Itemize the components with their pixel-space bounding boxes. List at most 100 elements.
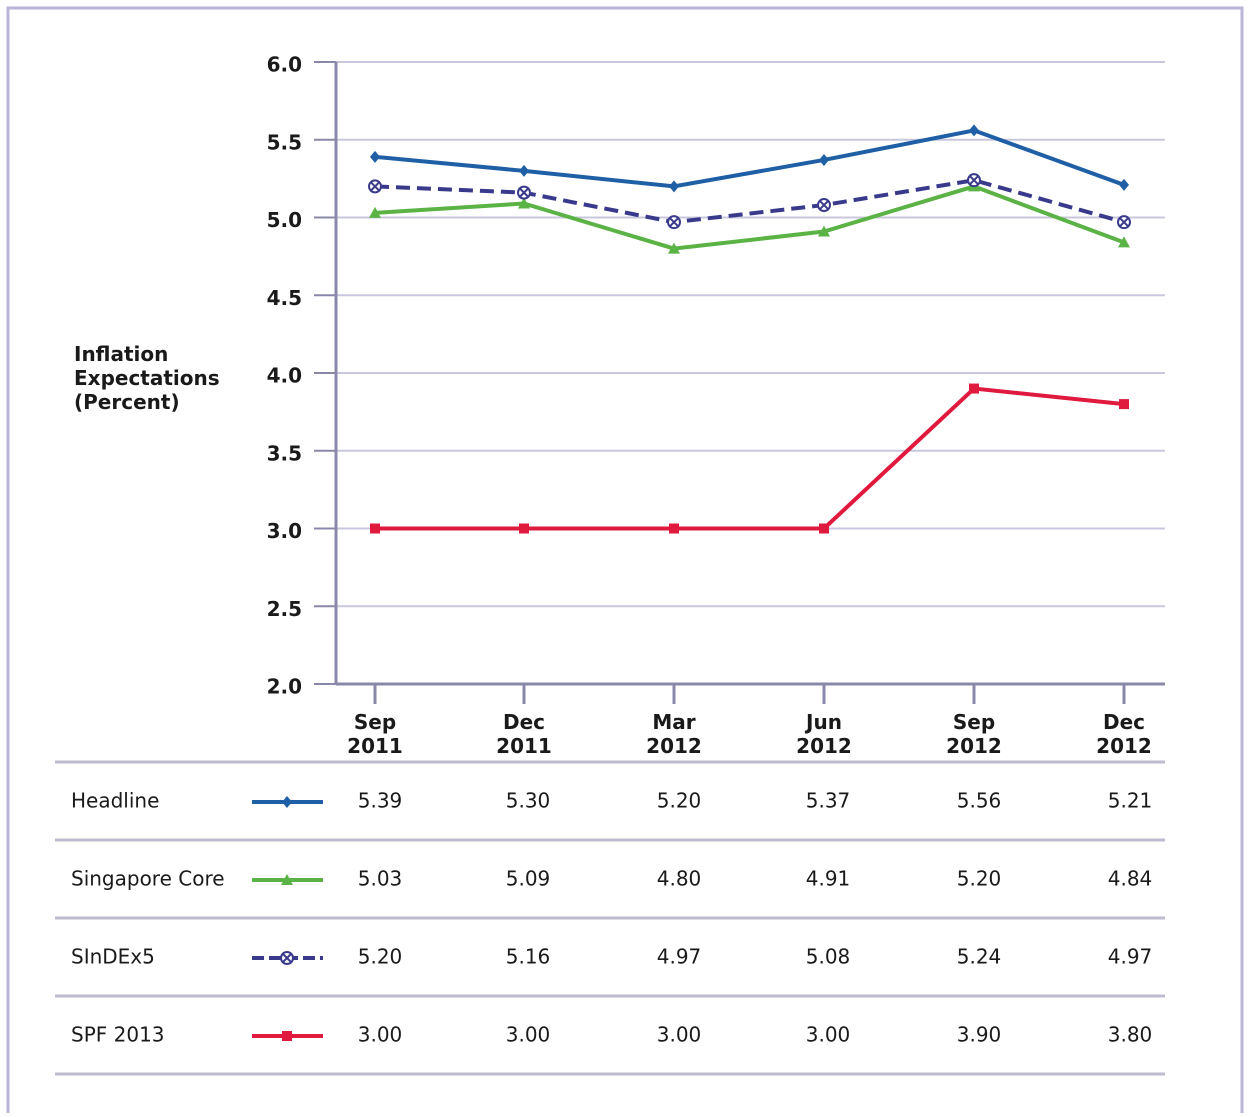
marker-shape: [519, 523, 529, 534]
series-line: [375, 386, 1125, 531]
marker-shape: [669, 180, 679, 193]
y-axis-label: Inflation Expectations (Percent): [74, 342, 220, 414]
table-value: 3.80: [1108, 1023, 1153, 1047]
series-line: [374, 184, 1125, 251]
marker-shape: [519, 187, 529, 198]
marker: [969, 124, 979, 137]
marker: [819, 523, 829, 534]
legend-label: Headline: [71, 789, 159, 813]
marker: [519, 523, 529, 534]
table-value: 5.20: [957, 867, 1002, 891]
marker-shape: [819, 153, 829, 166]
table-value: 4.97: [657, 945, 702, 969]
y-tick-label: 4.5: [267, 286, 302, 310]
marker-shape: [819, 200, 829, 210]
legend-marker: [282, 1031, 292, 1041]
legend-label: SInDEx5: [71, 945, 155, 969]
marker: [667, 215, 681, 230]
y-tick-label: 4.0: [267, 364, 302, 388]
marker-shape: [370, 523, 380, 534]
marker: [818, 225, 830, 237]
table-value: 3.00: [506, 1023, 551, 1047]
table-value: 5.09: [506, 867, 551, 891]
y-tick-label: 5.0: [267, 208, 302, 232]
marker-shape: [282, 953, 292, 963]
y-tick-label: 3.0: [267, 519, 302, 543]
x-tick-label: Sep 2011: [347, 710, 403, 758]
marker-shape: [969, 175, 979, 185]
legend-label: Singapore Core: [71, 867, 225, 891]
x-tick-label: Dec 2012: [1096, 710, 1152, 758]
x-tick-label: Mar 2012: [646, 710, 702, 758]
table-value: 5.03: [358, 867, 403, 891]
table-value: 5.37: [806, 789, 851, 813]
legend-label: SPF 2013: [71, 1023, 165, 1047]
marker-shape: [518, 197, 530, 209]
marker-shape: [369, 206, 381, 218]
marker: [669, 523, 679, 534]
marker-shape: [1119, 399, 1129, 410]
y-tick-label: 6.0: [267, 53, 302, 77]
marker: [668, 242, 680, 254]
marker-shape: [819, 523, 829, 534]
table-value: 3.00: [657, 1023, 702, 1047]
table-value: 5.20: [657, 789, 702, 813]
marker-shape: [818, 225, 830, 237]
marker-shape: [370, 181, 380, 192]
marker: [819, 153, 829, 166]
y-tick-label: 5.5: [267, 130, 302, 154]
table-value: 4.97: [1108, 945, 1153, 969]
table-value: 4.80: [657, 867, 702, 891]
legend-marker: [280, 951, 294, 965]
table-value: 4.84: [1108, 867, 1153, 891]
marker-shape: [1119, 178, 1129, 191]
x-tick-label: Sep 2012: [946, 710, 1002, 758]
table-value: 5.56: [957, 789, 1002, 813]
marker: [1117, 215, 1131, 230]
series-line: [374, 178, 1125, 225]
marker-shape: [669, 217, 679, 227]
table-value: 4.91: [806, 867, 851, 891]
marker: [370, 523, 380, 534]
marker-shape: [669, 523, 679, 534]
marker: [517, 185, 531, 200]
table-value: 5.39: [358, 789, 403, 813]
frame: [6, 6, 1244, 1117]
table-value: 5.24: [957, 945, 1002, 969]
marker-shape: [1119, 217, 1129, 227]
table-value: 3.00: [806, 1023, 851, 1047]
marker: [518, 197, 530, 209]
marker-shape: [519, 164, 529, 177]
legend-marker: [281, 874, 293, 885]
marker-shape: [668, 242, 680, 254]
legend-marker: [282, 796, 292, 808]
marker-shape: [370, 150, 380, 163]
table-value: 5.30: [506, 789, 551, 813]
marker: [967, 173, 981, 188]
marker-shape: [969, 124, 979, 137]
series-line: [374, 128, 1125, 189]
marker: [368, 179, 382, 194]
marker-shape: [282, 796, 292, 808]
marker: [1118, 236, 1130, 248]
y-tick-label: 3.5: [267, 441, 302, 465]
marker: [669, 180, 679, 193]
table-value: 5.08: [806, 945, 851, 969]
y-tick-label: 2.0: [267, 675, 302, 699]
marker: [519, 164, 529, 177]
table-value: 3.00: [358, 1023, 403, 1047]
table-value: 3.90: [957, 1023, 1002, 1047]
marker: [1119, 399, 1129, 410]
marker-shape: [281, 874, 293, 885]
y-tick-label: 2.5: [267, 597, 302, 621]
table-value: 5.20: [358, 945, 403, 969]
marker: [369, 206, 381, 218]
marker: [370, 150, 380, 163]
marker-shape: [282, 1031, 292, 1041]
x-tick-label: Dec 2011: [496, 710, 552, 758]
marker: [969, 383, 979, 394]
x-tick-label: Jun 2012: [796, 710, 852, 758]
marker: [817, 198, 831, 213]
